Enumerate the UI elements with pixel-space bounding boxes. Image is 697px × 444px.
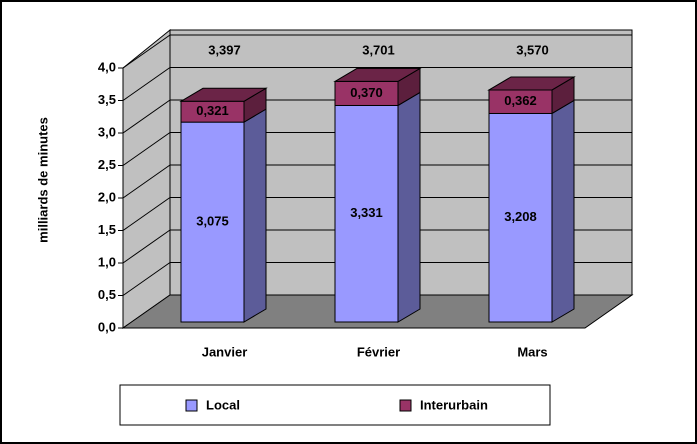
y-tick-label: 2,5: [98, 157, 116, 172]
legend-swatch: [399, 399, 412, 412]
grid-line: [122, 197, 171, 231]
bar-front: [488, 112, 553, 323]
side-wall: [122, 28, 171, 329]
bar-front: [334, 104, 399, 323]
bars: [179, 67, 576, 323]
legend-items: Local Interurbain: [185, 397, 488, 412]
grid-line: [122, 262, 171, 296]
grid-line: [122, 99, 171, 134]
value-label: 0,370: [350, 85, 383, 100]
legend-swatch: [185, 399, 198, 412]
y-axis-label: milliards de minutes: [35, 117, 50, 243]
y-tick-label: 1,0: [98, 254, 116, 269]
grid-line: [122, 229, 171, 264]
total-label: 3,570: [516, 42, 549, 57]
x-tick-label: Mars: [517, 344, 547, 359]
value-label: 0,321: [196, 103, 229, 118]
legend-label: Interurbain: [420, 397, 488, 412]
y-tick-label: 3,5: [98, 92, 116, 107]
y-tick-label: 2,0: [98, 189, 116, 204]
grid-line: [122, 34, 171, 69]
y-tick-label: 3,0: [98, 124, 116, 139]
y-tick-label: 1,5: [98, 222, 116, 237]
bar-side: [397, 91, 421, 323]
bar-front: [334, 80, 399, 106]
bar-top: [333, 67, 422, 82]
grid-line: [122, 67, 171, 101]
x-tick-label: Février: [357, 344, 400, 359]
y-tick-label: 0,0: [98, 319, 116, 334]
total-label: 3,397: [208, 42, 241, 57]
y-tick-label: 0,5: [98, 287, 116, 302]
value-label: 3,208: [504, 209, 537, 224]
grid-line: [122, 132, 171, 166]
value-label: 0,362: [504, 93, 537, 108]
value-label: 3,331: [350, 205, 383, 220]
x-tick-label: Janvier: [202, 344, 248, 359]
total-label: 3,701: [362, 42, 395, 57]
grid-line: [122, 164, 171, 199]
y-tick-label: 4,0: [98, 59, 116, 74]
value-label: 3,075: [196, 214, 229, 229]
bar-top: [179, 87, 268, 102]
bar-front: [180, 121, 245, 323]
bar-side: [551, 99, 575, 323]
legend-label: Local: [206, 397, 240, 412]
bar-side: [243, 108, 267, 323]
bar-top: [487, 76, 576, 91]
